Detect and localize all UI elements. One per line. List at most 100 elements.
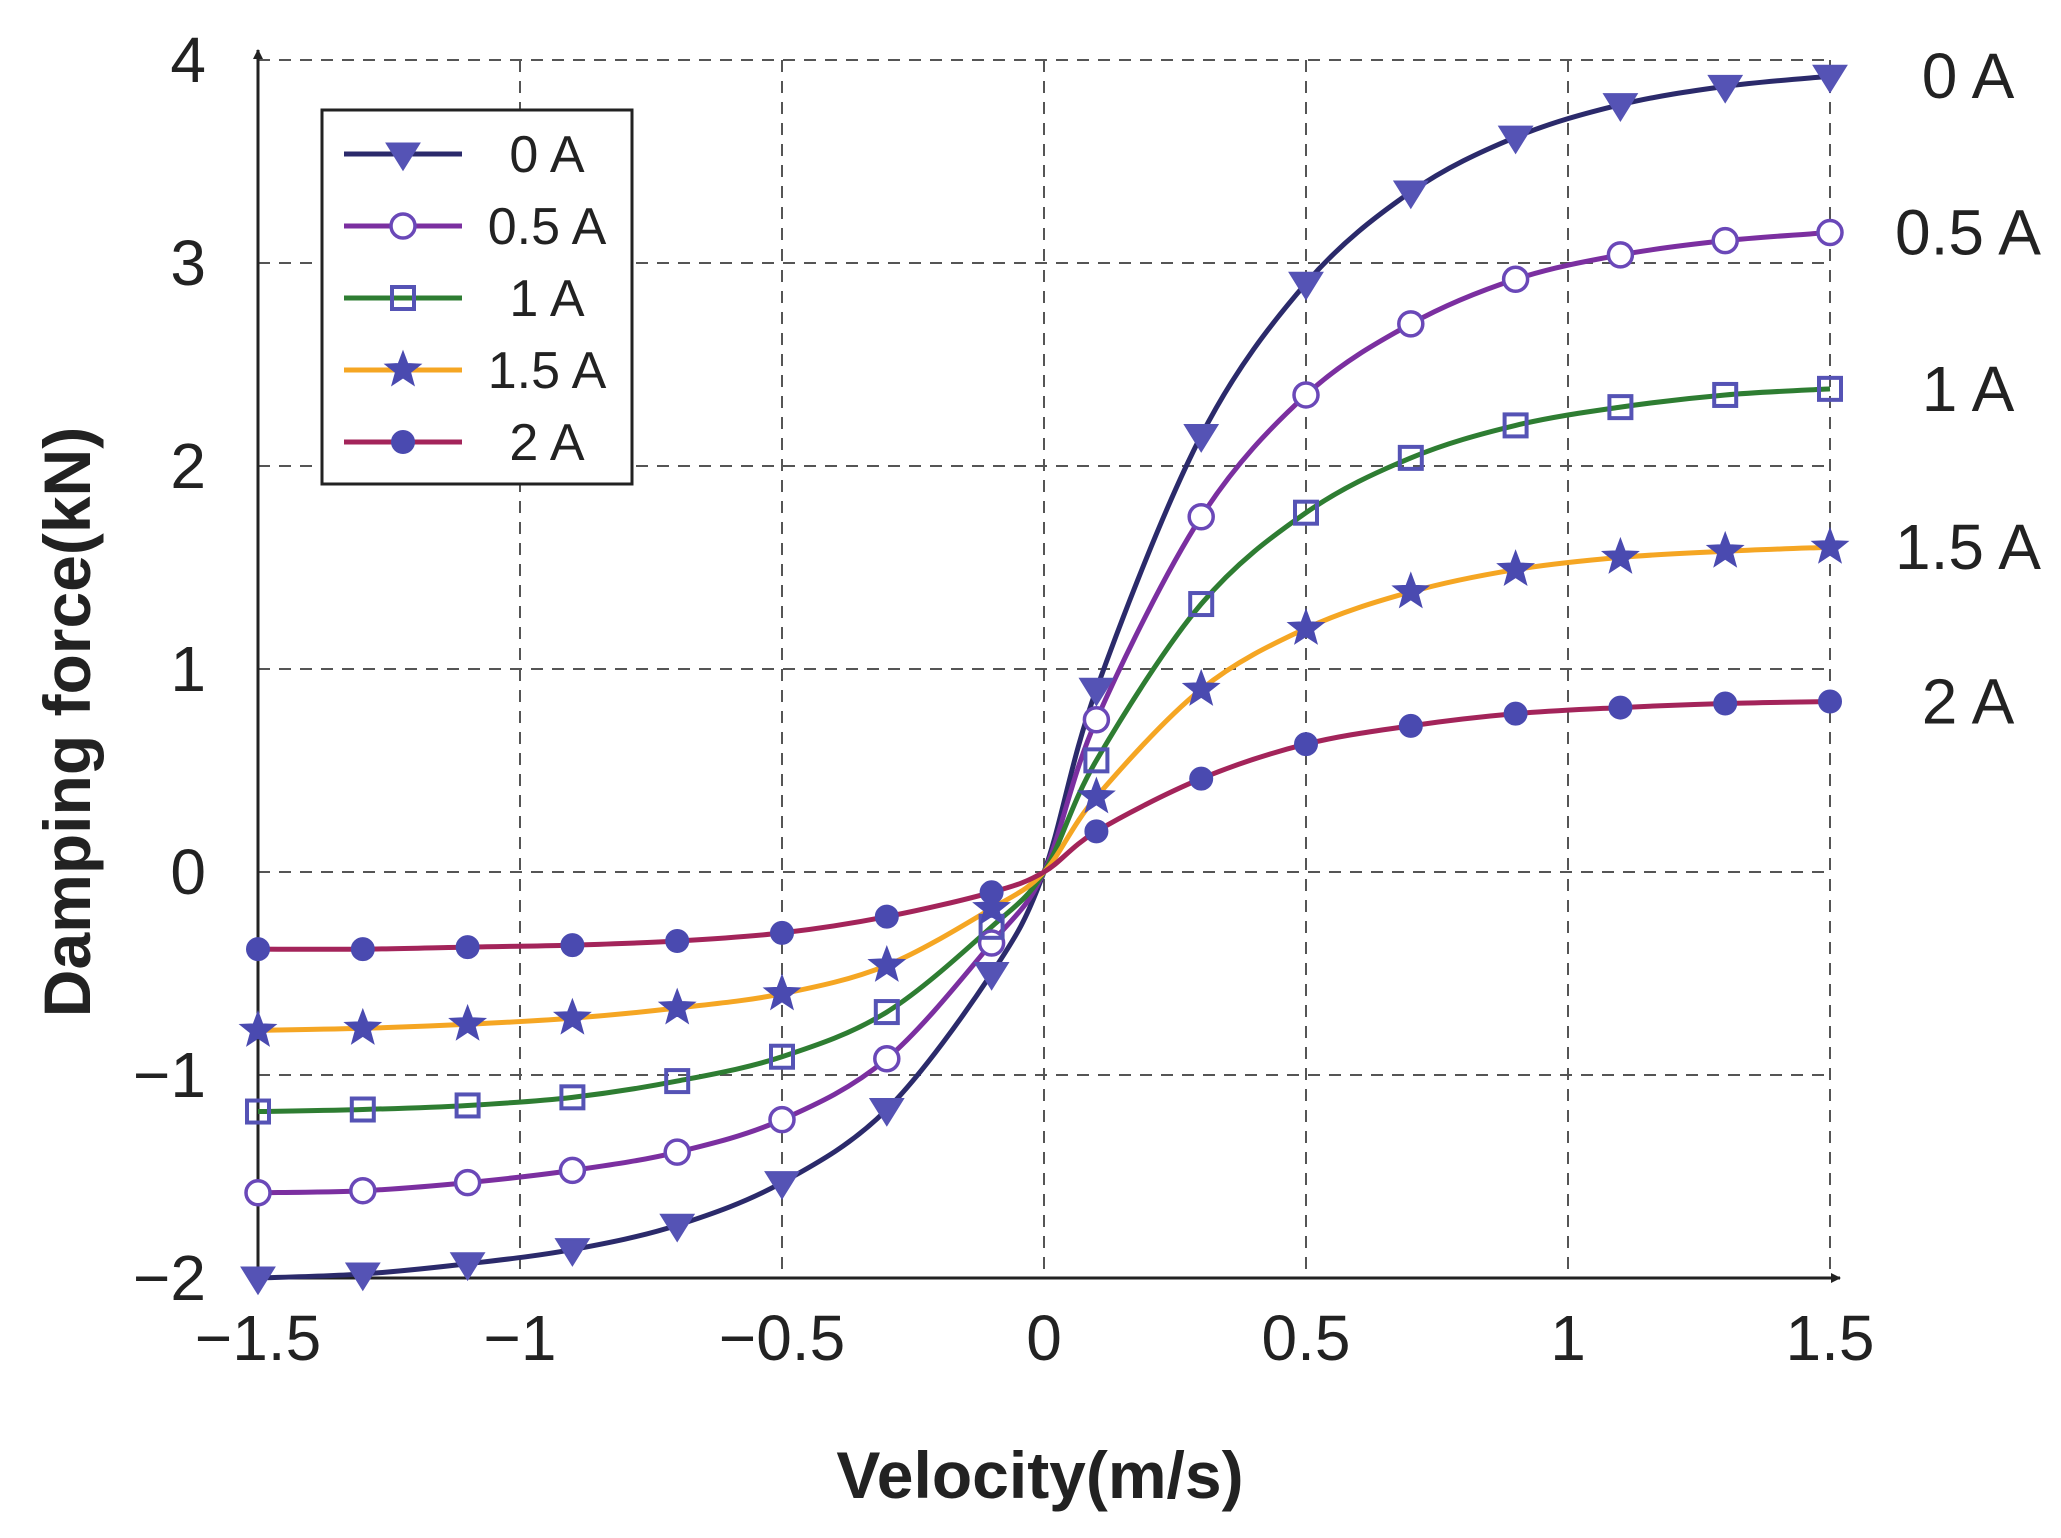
x-tick-label: −1.5 [195, 1302, 321, 1374]
x-tick-label: 0 [1026, 1302, 1062, 1374]
series-point-2 [873, 999, 900, 1026]
x-tick-label: −1 [484, 1302, 557, 1374]
series-point-2 [1607, 394, 1634, 421]
series-point-3 [1391, 571, 1431, 609]
series-point-0 [1812, 64, 1848, 94]
end-label-0: 0 A [1922, 40, 2015, 112]
series-point-4 [350, 937, 375, 962]
series-point-4 [1398, 713, 1423, 738]
legend-label-3: 1.5 A [488, 342, 607, 400]
series-markers [238, 64, 1850, 1296]
series-point-1 [1816, 218, 1844, 247]
y-axis-title: Damping force(kN) [30, 427, 104, 1017]
series-point-3 [1076, 776, 1116, 814]
series-point-3 [867, 944, 907, 982]
series-point-1 [1397, 310, 1425, 338]
series-point-3 [1705, 530, 1745, 568]
series-point-1 [873, 1045, 901, 1073]
series-point-2 [1712, 381, 1739, 408]
series-point-3 [972, 888, 1012, 926]
series-point-3 [1181, 668, 1221, 706]
series-point-0 [1078, 677, 1115, 707]
series-point-4 [1818, 689, 1842, 714]
series-point-2 [245, 1098, 271, 1125]
series-point-1 [977, 929, 1006, 957]
legend-marker-1 [389, 212, 417, 240]
series-line-3 [257, 544, 1831, 1033]
series-point-1 [558, 1156, 587, 1185]
axes [253, 49, 1841, 1283]
series-point-0 [344, 1262, 381, 1292]
series-point-2 [1502, 412, 1529, 439]
series-point-1 [1187, 503, 1215, 531]
series-point-0 [1707, 74, 1744, 104]
x-tick-label: −0.5 [719, 1302, 845, 1374]
series-point-4 [1713, 691, 1738, 716]
series-point-0 [659, 1213, 696, 1243]
series-point-1 [453, 1168, 482, 1197]
series-point-1 [1606, 241, 1635, 269]
series-point-0 [449, 1252, 486, 1282]
series-point-2 [1397, 444, 1424, 471]
series-point-2 [1817, 375, 1843, 402]
series-point-1 [244, 1178, 272, 1207]
series-point-3 [1496, 549, 1536, 587]
series-point-2 [559, 1084, 586, 1111]
end-label-1: 0.5 A [1895, 197, 2041, 269]
series-point-4 [979, 880, 1004, 905]
series-point-0 [240, 1266, 276, 1296]
legend: 0 A 0.5 A 1 A 1.5 A 2 A [320, 108, 634, 486]
series-point-4 [1503, 701, 1528, 726]
series-point-4 [246, 937, 270, 962]
x-tick-label: 1 [1550, 1302, 1586, 1374]
series-point-1 [1292, 381, 1320, 409]
series-point-3 [1286, 607, 1326, 645]
tick-labels: −1.5 −1 −0.5 0 0.5 1 1.5 −2 −1 0 1 2 3 4 [133, 24, 1874, 1374]
y-tick-label: −1 [133, 1039, 206, 1111]
series-point-2 [349, 1096, 376, 1123]
legend-marker-2 [390, 285, 416, 311]
x-tick-label: 1.5 [1786, 1302, 1875, 1374]
series-point-3 [238, 1009, 278, 1047]
series-point-2 [1293, 499, 1319, 526]
series-point-2 [1188, 591, 1215, 618]
series-point-0 [1602, 93, 1639, 122]
series-point-2 [769, 1043, 795, 1070]
series-point-2 [664, 1068, 691, 1095]
series-point-4 [560, 933, 585, 958]
legend-label-1: 0.5 A [488, 198, 607, 256]
series-point-4 [874, 904, 899, 929]
series-point-3 [762, 973, 802, 1011]
series-point-4 [1294, 732, 1318, 757]
series-point-3 [343, 1007, 383, 1045]
series-point-1 [349, 1176, 377, 1205]
series-point-1 [1501, 265, 1530, 293]
series-point-4 [1189, 766, 1214, 791]
series-point-4 [1608, 695, 1633, 720]
y-tick-label: 1 [170, 633, 206, 705]
y-tick-label: −2 [133, 1242, 206, 1314]
series-point-3 [552, 997, 592, 1035]
series-point-3 [1600, 536, 1640, 574]
y-tick-label: 3 [170, 227, 206, 299]
series-point-1 [1082, 706, 1111, 734]
series-point-0 [1497, 125, 1534, 155]
x-tick-label: 0.5 [1262, 1302, 1351, 1374]
series-point-3 [657, 987, 697, 1025]
series-point-3 [1810, 526, 1850, 564]
series-point-2 [454, 1092, 481, 1119]
series-point-0 [554, 1238, 591, 1267]
series-line-2 [257, 386, 1831, 1115]
series-point-0 [1183, 424, 1220, 453]
end-label-4: 2 A [1922, 665, 2015, 737]
legend-marker-0 [385, 142, 421, 172]
series-point-0 [973, 962, 1010, 991]
series-point-0 [1392, 180, 1429, 210]
series-point-0 [1288, 271, 1324, 301]
y-tick-label: 2 [170, 430, 206, 502]
legend-marker-3 [383, 349, 423, 387]
end-labels: 0 A 0.5 A 1 A 1.5 A 2 A [1895, 40, 2041, 737]
series-point-4 [665, 929, 690, 954]
